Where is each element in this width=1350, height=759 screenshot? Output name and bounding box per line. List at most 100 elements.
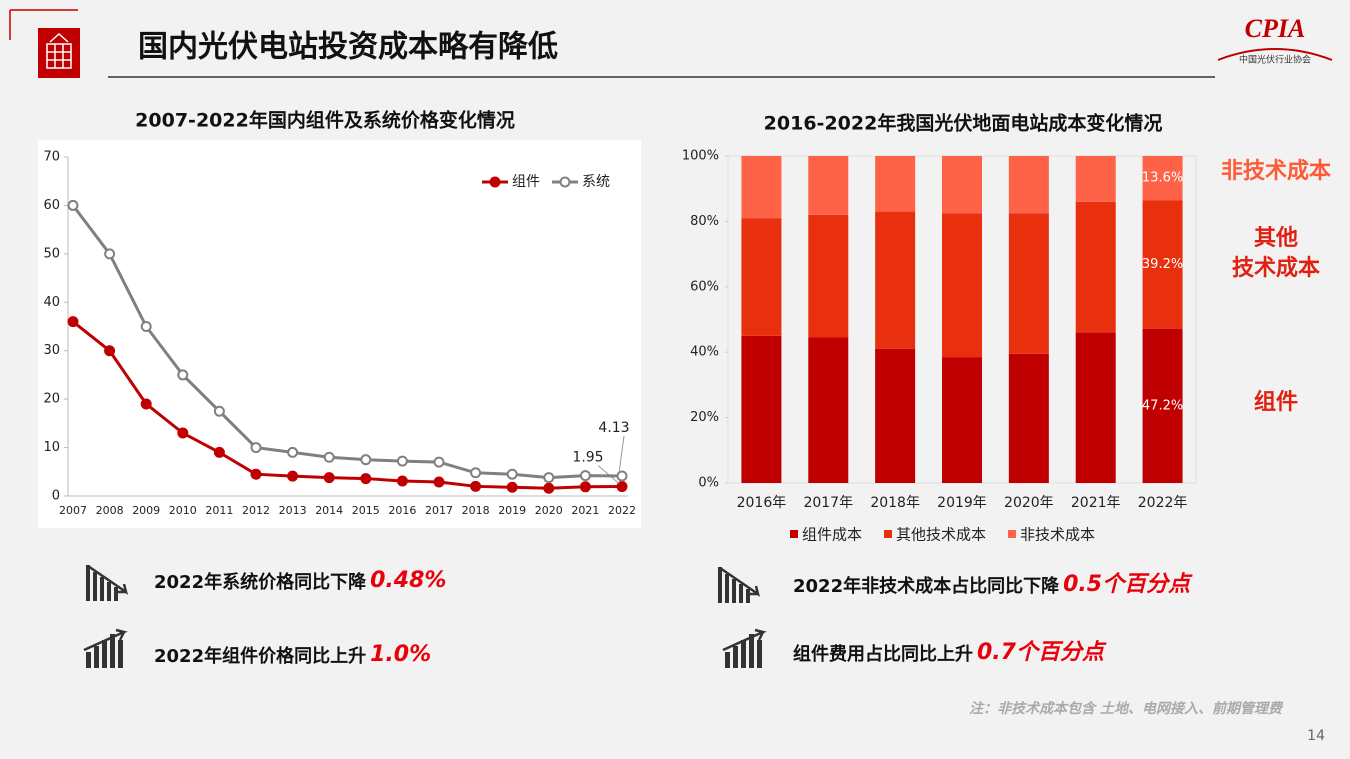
x-tick-label: 2019年 — [937, 495, 987, 511]
y-tick-label: 60% — [690, 279, 719, 294]
legend-label: 系统 — [582, 174, 610, 190]
note-highlight: 1.0% — [370, 642, 431, 667]
x-tick-label: 2015 — [352, 504, 380, 517]
point — [177, 427, 189, 439]
point — [360, 473, 372, 485]
x-tick-label: 2013 — [279, 504, 307, 517]
data-label: 39.2% — [1142, 257, 1183, 272]
point — [543, 482, 555, 494]
point — [140, 321, 152, 332]
x-tick-label: 2017 — [425, 504, 453, 517]
bar-segment — [1075, 156, 1116, 202]
legend-marker — [559, 176, 571, 188]
x-tick-label: 2018年 — [870, 495, 920, 511]
bar-segment — [1142, 200, 1183, 329]
legend-label: 其他技术成本 — [896, 526, 986, 544]
bar-segment — [741, 218, 782, 336]
y-tick-label: 20% — [690, 410, 719, 425]
bar-segment — [942, 213, 982, 358]
legend-swatch — [884, 530, 892, 538]
point — [579, 470, 591, 482]
y-tick-label: 60 — [43, 198, 60, 213]
y-tick-label: 50 — [43, 246, 60, 261]
x-tick-label: 2016 — [388, 504, 416, 517]
data-label: 4.13 — [598, 420, 629, 436]
y-tick-label: 10 — [43, 440, 60, 455]
logo-subtitle: 中国光伏行业协会 — [1239, 54, 1311, 66]
point — [543, 472, 555, 484]
note-highlight: 0.7个百分点 — [977, 639, 1107, 665]
bar-segment — [1075, 201, 1116, 333]
bar-segment — [942, 357, 982, 483]
x-tick-label: 2010 — [169, 504, 197, 517]
point — [213, 446, 225, 458]
point — [250, 442, 262, 454]
point — [470, 480, 482, 492]
note-icon-down — [86, 564, 129, 601]
bar-segment — [875, 348, 916, 483]
x-tick-label: 2021年 — [1071, 495, 1121, 511]
legend-swatch — [790, 530, 798, 538]
x-tick-label: 2014 — [315, 504, 343, 517]
legend-label: 组件成本 — [802, 526, 862, 544]
point — [67, 316, 79, 328]
legend-label: 组件 — [512, 174, 540, 190]
x-tick-label: 2019 — [498, 504, 526, 517]
x-tick-label: 2022年 — [1138, 495, 1188, 511]
y-tick-label: 0% — [698, 476, 719, 491]
chart-panel — [38, 140, 641, 528]
note-highlight: 0.48% — [370, 568, 446, 593]
point — [396, 475, 408, 487]
x-tick-label: 2021 — [571, 504, 599, 517]
bar-segment — [808, 156, 849, 215]
point — [323, 472, 335, 484]
legend-marker — [489, 176, 501, 188]
annotation: 技术成本 — [1232, 256, 1320, 281]
y-tick-label: 100% — [682, 149, 719, 164]
bar-segment — [1075, 332, 1116, 483]
data-label: 1.95 — [572, 450, 603, 466]
data-label: 47.2% — [1142, 398, 1183, 413]
bar-segment — [875, 156, 916, 212]
note: 2022年系统价格同比下降 — [154, 571, 367, 593]
point — [177, 369, 189, 381]
x-tick-label: 2017年 — [803, 495, 853, 511]
data-label: 13.6% — [1142, 171, 1183, 186]
x-tick-label: 2011 — [205, 504, 233, 517]
y-tick-label: 40 — [43, 295, 60, 310]
bar-segment — [808, 214, 849, 338]
bar-segment — [1008, 156, 1049, 214]
point — [250, 468, 262, 480]
x-tick-label: 2016年 — [737, 495, 787, 511]
bar-segment — [875, 211, 916, 349]
y-tick-label: 30 — [43, 343, 60, 358]
note-icon-up — [83, 628, 128, 668]
bar-segment — [741, 156, 782, 219]
note-highlight: 0.5个百分点 — [1063, 571, 1193, 597]
series-line — [71, 204, 623, 480]
page-number: 14 — [1307, 728, 1325, 744]
bar-segment — [1142, 156, 1183, 201]
chart-title: 2007-2022年国内组件及系统价格变化情况 — [135, 109, 515, 132]
point — [616, 481, 628, 493]
bar-segment — [1008, 213, 1049, 354]
x-tick-label: 2020 — [535, 504, 563, 517]
x-tick-label: 2008 — [96, 504, 124, 517]
logo: CPIA — [1245, 14, 1306, 43]
point — [287, 470, 299, 482]
note-icon-down — [718, 566, 761, 603]
x-tick-label: 2020年 — [1004, 495, 1054, 511]
point — [67, 199, 79, 211]
x-tick-label: 2022 — [608, 504, 636, 517]
header-icon — [38, 28, 80, 78]
page-title: 国内光伏电站投资成本略有降低 — [138, 30, 558, 65]
footnote: 注：非技术成本包含 土地、电网接入、前期管理费 — [969, 700, 1284, 717]
point — [213, 405, 225, 417]
y-tick-label: 70 — [43, 150, 60, 165]
annotation: 非技术成本 — [1221, 159, 1331, 184]
point — [616, 470, 628, 482]
point — [470, 467, 482, 479]
point — [104, 345, 116, 357]
series-line — [72, 320, 623, 490]
note: 组件费用占比同比上升 — [793, 643, 973, 665]
